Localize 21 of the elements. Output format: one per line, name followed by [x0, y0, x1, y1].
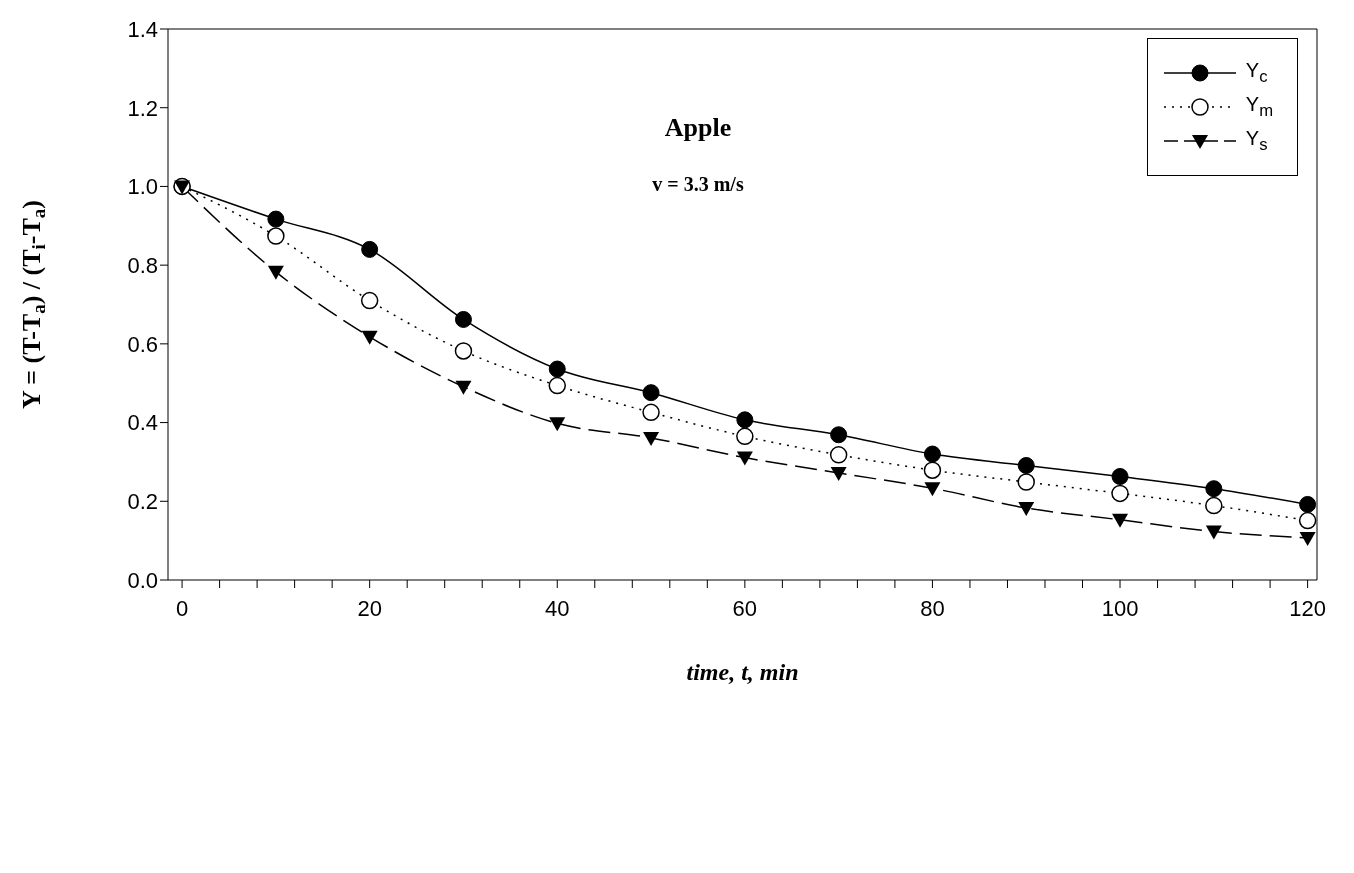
y-tick-label: 0.8: [127, 252, 158, 278]
x-tick-label: 80: [920, 595, 945, 621]
y-tick-label: 1.0: [127, 174, 158, 200]
y-tick-label: 0.0: [127, 567, 158, 593]
legend-label: Y$_{c}$: [1245, 59, 1268, 87]
x-tick-label: 0: [175, 595, 189, 621]
y-tick-label: 1.2: [127, 95, 158, 121]
legend-label: Y$_{m}$: [1245, 93, 1273, 121]
y-tick-label: 0.4: [127, 410, 158, 436]
x-tick-label: 40: [545, 595, 570, 621]
x-tick-label: 120: [1289, 595, 1326, 621]
x-axis-title: time, t, min: [686, 659, 799, 685]
x-tick-label: 100: [1101, 595, 1139, 621]
legend-label: Y$_{s}$: [1245, 127, 1268, 155]
x-tick-label: 20: [357, 595, 382, 621]
annotation: v = 3.3 m/s: [651, 173, 745, 196]
x-tick-label: 60: [732, 595, 758, 621]
y-tick-label: 0.6: [127, 331, 158, 357]
y-tick-label: 0.2: [127, 489, 158, 515]
y-tick-label: 1.4: [127, 16, 158, 42]
annotation: Apple: [663, 113, 733, 143]
